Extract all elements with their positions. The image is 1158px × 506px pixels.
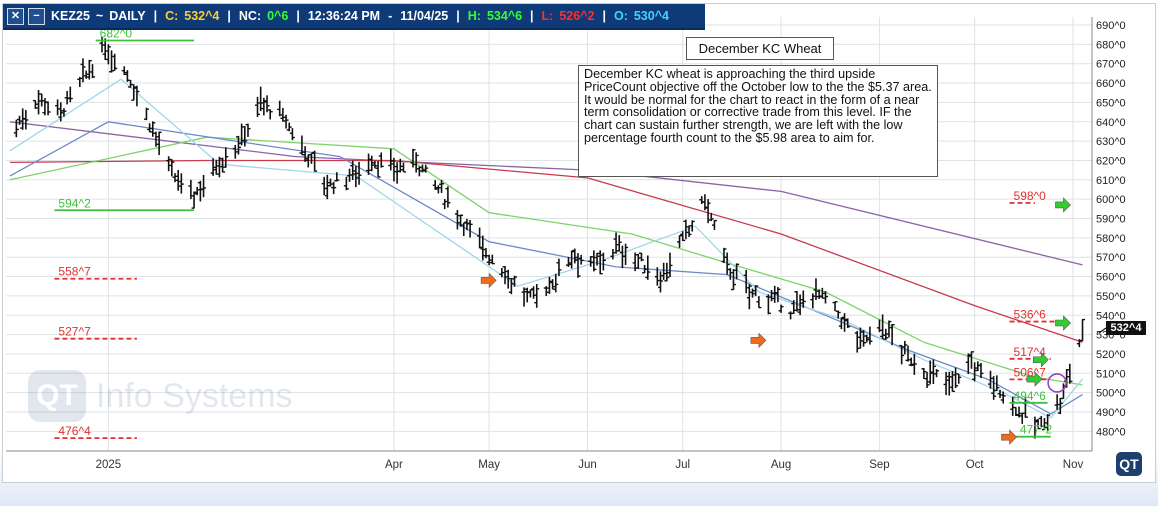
high-label: H: (467, 9, 481, 23)
y-tick-label: 630^0 (1096, 136, 1126, 148)
minus-icon[interactable]: − (28, 7, 45, 25)
chart-title-box: December KC Wheat (686, 37, 834, 60)
interval: DAILY (109, 9, 146, 23)
low-label: L: (541, 9, 554, 23)
price-count-label: 476^4 (58, 424, 91, 438)
watermark: QT Info Systems (28, 370, 293, 422)
y-tick-label: 590^0 (1096, 214, 1126, 226)
time-date-dash: - (388, 9, 393, 23)
last-price-tag: 532^4 (1106, 321, 1146, 335)
open-value: 530^4 (633, 9, 669, 23)
y-tick-label: 650^0 (1096, 97, 1126, 109)
price-count-label: 494^6 (1014, 389, 1047, 403)
y-tick-label: 510^0 (1096, 368, 1126, 380)
x-tick-label: Aug (771, 459, 791, 471)
commentary-box: December KC wheat is approaching the thi… (578, 65, 938, 177)
price-count-label: 536^6 (1014, 308, 1047, 322)
close-label: C: (165, 9, 179, 23)
x-tick-label: 2025 (96, 459, 122, 471)
divider: | (456, 9, 460, 23)
y-tick-label: 670^0 (1096, 59, 1126, 71)
price-count-label: 517^4 (1014, 345, 1047, 359)
y-tick-label: 550^0 (1096, 291, 1126, 303)
symbol-separator: ~ (95, 9, 104, 23)
net-change-value: 0^6 (267, 9, 289, 23)
green-arrow-icon (1055, 315, 1071, 331)
y-tick-label: 520^0 (1096, 349, 1126, 361)
price-count-label: 477^2 (1020, 423, 1053, 437)
y-tick-label: 610^0 (1096, 175, 1126, 187)
x-tick-label: Sep (869, 459, 889, 471)
green-arrow-icon (1055, 197, 1071, 213)
y-tick-label: 480^0 (1096, 426, 1126, 438)
divider: | (296, 9, 300, 23)
y-tick-label: 540^0 (1096, 310, 1126, 322)
y-tick-label: 580^0 (1096, 233, 1126, 245)
x-tick-label: Nov (1063, 459, 1084, 471)
low-value: 526^2 (559, 9, 595, 23)
divider: | (602, 9, 606, 23)
orange-arrow-icon (750, 332, 767, 349)
marker-circle (1047, 373, 1067, 393)
watermark-logo: QT (28, 370, 86, 422)
net-change-label: NC: (238, 9, 262, 23)
moving-average-green (9, 136, 1083, 386)
orange-arrow-icon (480, 272, 497, 289)
high-value: 534^6 (486, 9, 523, 23)
price-count-label: 527^7 (58, 325, 91, 339)
price-count-label: 598^0 (1014, 189, 1047, 203)
quote-date: 11/04/25 (400, 9, 449, 23)
y-tick-label: 600^0 (1096, 194, 1126, 206)
divider: | (530, 9, 534, 23)
divider: | (153, 9, 158, 23)
symbol: KEZ25 (51, 9, 90, 23)
x-tick-label: Jun (578, 459, 597, 471)
watermark-text: Info Systems (96, 376, 293, 415)
y-tick-label: 660^0 (1096, 78, 1126, 90)
close-icon[interactable]: ✕ (7, 7, 24, 25)
close-value: 532^4 (184, 9, 220, 23)
green-arrow-icon (1026, 371, 1043, 387)
y-tick-label: 680^0 (1096, 39, 1126, 51)
orange-arrow-icon (1001, 429, 1017, 445)
y-tick-label: 620^0 (1096, 155, 1126, 167)
y-tick-label: 690^0 (1096, 20, 1126, 32)
x-tick-label: May (478, 459, 500, 471)
x-tick-label: Oct (966, 459, 985, 471)
moving-average-red (9, 159, 1083, 343)
y-tick-label: 560^0 (1096, 272, 1126, 284)
divider: | (227, 9, 231, 23)
open-label: O: (613, 9, 628, 23)
y-tick-label: 640^0 (1096, 117, 1126, 129)
x-tick-label: Apr (385, 459, 403, 471)
x-tick-label: Jul (675, 459, 690, 471)
price-count-label: 594^2 (58, 196, 91, 210)
quote-time: 12:36:24 PM (307, 9, 381, 23)
y-tick-label: 490^0 (1096, 407, 1126, 419)
qt-logo-icon[interactable]: QT (1116, 452, 1142, 476)
price-count-label: 558^7 (58, 265, 91, 279)
last-price-pointer (1098, 327, 1107, 334)
green-arrow-icon (1032, 352, 1049, 368)
quote-header: ✕ − KEZ25 ~ DAILY | C: 532^4 | NC: 0^6 |… (3, 4, 705, 30)
y-tick-label: 570^0 (1096, 252, 1126, 264)
moving-average-blue (9, 121, 1083, 415)
y-tick-label: 500^0 (1096, 388, 1126, 400)
